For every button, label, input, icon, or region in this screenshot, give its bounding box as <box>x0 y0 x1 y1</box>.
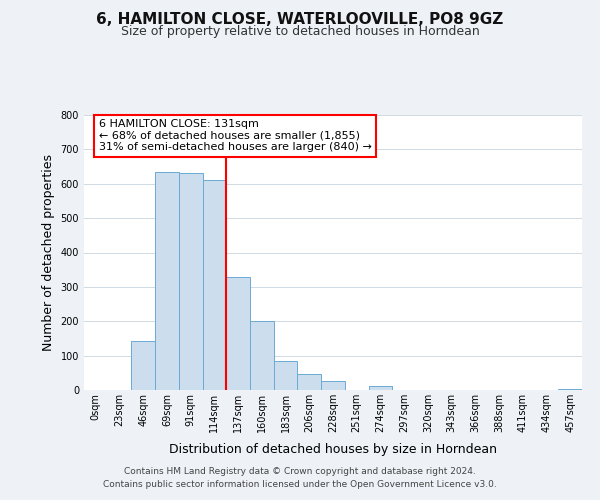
Text: 6, HAMILTON CLOSE, WATERLOOVILLE, PO8 9GZ: 6, HAMILTON CLOSE, WATERLOOVILLE, PO8 9G… <box>97 12 503 28</box>
X-axis label: Distribution of detached houses by size in Horndean: Distribution of detached houses by size … <box>169 444 497 456</box>
Bar <box>155 172 179 390</box>
Text: 6 HAMILTON CLOSE: 131sqm
← 68% of detached houses are smaller (1,855)
31% of sem: 6 HAMILTON CLOSE: 131sqm ← 68% of detach… <box>99 119 372 152</box>
Bar <box>274 362 298 390</box>
Bar <box>298 374 321 390</box>
Bar <box>179 173 203 390</box>
Text: Contains HM Land Registry data © Crown copyright and database right 2024.: Contains HM Land Registry data © Crown c… <box>124 467 476 476</box>
Bar <box>203 180 226 390</box>
Bar <box>321 380 345 390</box>
Bar <box>226 276 250 390</box>
Bar <box>368 386 392 390</box>
Bar <box>250 322 274 390</box>
Y-axis label: Number of detached properties: Number of detached properties <box>42 154 55 351</box>
Bar <box>131 341 155 390</box>
Text: Size of property relative to detached houses in Horndean: Size of property relative to detached ho… <box>121 25 479 38</box>
Text: Contains public sector information licensed under the Open Government Licence v3: Contains public sector information licen… <box>103 480 497 489</box>
